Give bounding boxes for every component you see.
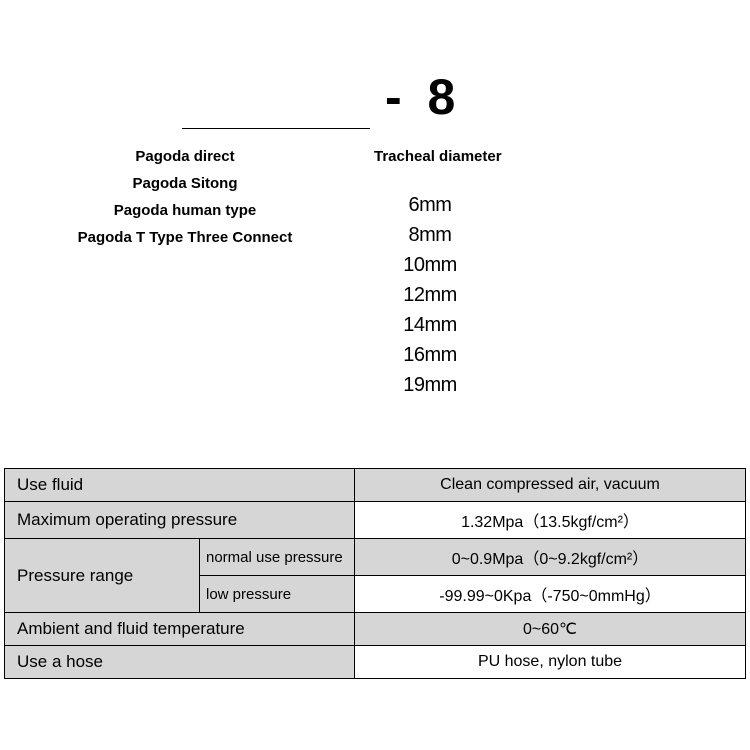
type-item: Pagoda T Type Three Connect — [0, 229, 370, 246]
size-item: 6mm — [395, 190, 465, 220]
spec-value: Clean compressed air, vacuum — [355, 469, 746, 502]
size-item: 14mm — [395, 310, 465, 340]
table-row: Use a hose PU hose, nylon tube — [5, 646, 746, 679]
table-row: Pressure range normal use pressure 0~0.9… — [5, 539, 746, 576]
table-row: Use fluid Clean compressed air, vacuum — [5, 469, 746, 502]
table-row: Maximum operating pressure 1.32Mpa（13.5k… — [5, 502, 746, 539]
spec-label: Pressure range — [5, 539, 200, 613]
size-item: 8mm — [395, 220, 465, 250]
type-item: Pagoda human type — [0, 202, 370, 219]
spec-label: Ambient and fluid temperature — [5, 613, 355, 646]
spec-value: PU hose, nylon tube — [355, 646, 746, 679]
spec-sublabel: normal use pressure — [200, 539, 355, 576]
spec-table: Use fluid Clean compressed air, vacuum M… — [4, 468, 746, 679]
type-item: Pagoda Sitong — [0, 175, 370, 192]
spec-value: 0~60℃ — [355, 613, 746, 646]
spec-sublabel: low pressure — [200, 576, 355, 613]
spec-label: Use a hose — [5, 646, 355, 679]
model-number: - 8 — [385, 68, 461, 126]
underline — [182, 128, 370, 129]
spec-value: -99.99~0Kpa（-750~0mmHg） — [355, 576, 746, 613]
type-list: Pagoda direct Pagoda Sitong Pagoda human… — [0, 148, 370, 256]
spec-value: 1.32Mpa（13.5kgf/cm²） — [355, 502, 746, 539]
size-item: 12mm — [395, 280, 465, 310]
header-section: - 8 Pagoda direct Pagoda Sitong Pagoda h… — [0, 0, 750, 455]
spec-label: Use fluid — [5, 469, 355, 502]
size-item: 10mm — [395, 250, 465, 280]
diameter-header: Tracheal diameter — [374, 148, 502, 165]
size-item: 16mm — [395, 340, 465, 370]
table-row: Ambient and fluid temperature 0~60℃ — [5, 613, 746, 646]
spec-label: Maximum operating pressure — [5, 502, 355, 539]
size-list: 6mm 8mm 10mm 12mm 14mm 16mm 19mm — [395, 190, 465, 400]
type-item: Pagoda direct — [0, 148, 370, 165]
spec-value: 0~0.9Mpa（0~9.2kgf/cm²） — [355, 539, 746, 576]
size-item: 19mm — [395, 370, 465, 400]
